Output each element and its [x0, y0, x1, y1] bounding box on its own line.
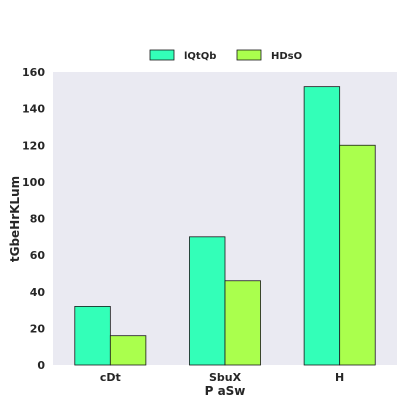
bar-1-2: [189, 236, 226, 366]
x-tick-label: SbuX: [209, 371, 242, 384]
bar-1-3: [303, 86, 341, 366]
x-tick-label: H: [335, 371, 344, 384]
y-tick-label: 120: [22, 139, 45, 152]
y-tick-label: 100: [22, 176, 45, 189]
legend-swatch: [236, 49, 262, 61]
y-tick-label: 80: [30, 213, 46, 226]
legend-label: lQtQb: [184, 51, 216, 62]
bar-1-1: [74, 305, 111, 366]
y-tick-label: 60: [30, 249, 46, 262]
y-tick-label: 140: [22, 103, 45, 116]
y-tick-label: 40: [30, 286, 46, 299]
y-tick-label: 20: [30, 322, 46, 335]
y-axis: 0 20 40 60 80 100 120 140 160: [22, 66, 45, 372]
bar-2-3: [339, 144, 376, 366]
legend-label: HDsO: [271, 51, 302, 62]
x-axis: cDt SbuX H: [100, 371, 344, 384]
bar-2-2: [224, 280, 261, 366]
x-axis-title: P aSw: [205, 384, 246, 398]
legend-swatch: [149, 49, 175, 61]
bar-2-1: [109, 335, 147, 366]
legend: lQtQb HDsO: [149, 49, 302, 62]
x-tick-label: cDt: [100, 371, 121, 384]
y-axis-title: tGbeHrKLum: [8, 176, 22, 262]
bars-layer: [74, 86, 376, 366]
y-tick-label: 160: [22, 66, 45, 79]
y-tick-label: 0: [37, 359, 45, 372]
